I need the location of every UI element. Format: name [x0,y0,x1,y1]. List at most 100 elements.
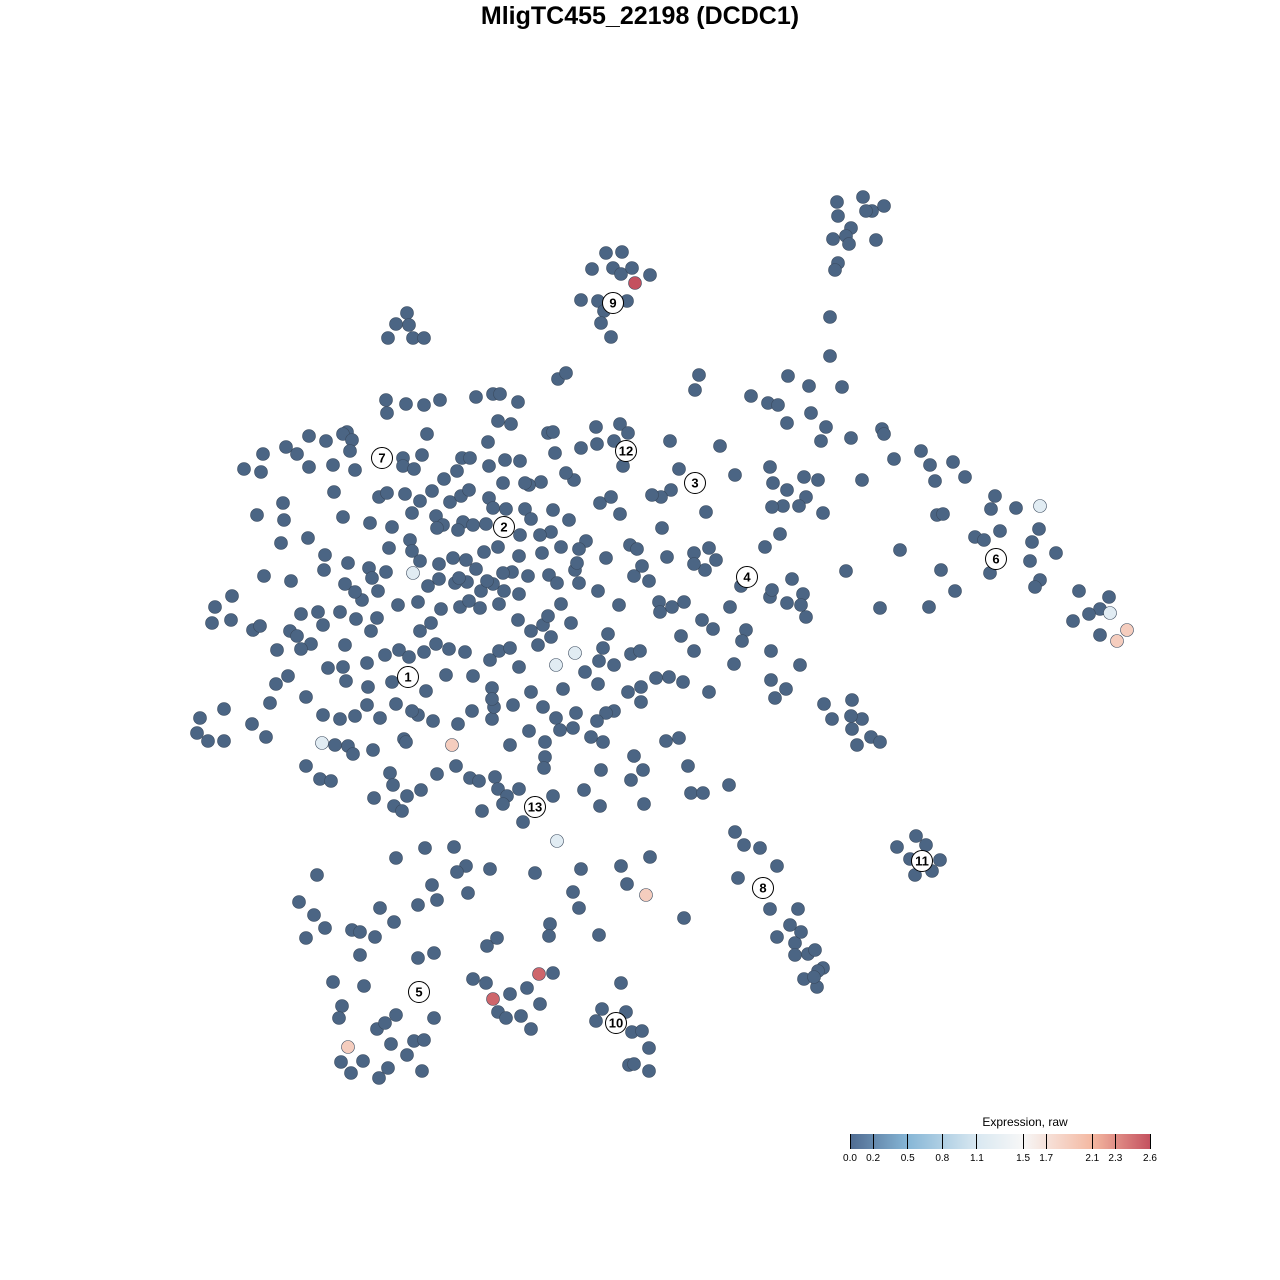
cluster-label-circle [371,447,393,469]
cluster-label-5: 5 [408,981,430,1003]
data-point [792,499,806,513]
data-point [356,1054,370,1068]
data-point [855,473,869,487]
data-point [506,698,520,712]
data-point [348,585,362,599]
data-point [430,521,444,535]
data-point [758,540,772,554]
data-point [566,721,580,735]
data-point [831,209,845,223]
data-point [429,637,443,651]
data-point [201,734,215,748]
data-point [442,642,456,656]
data-point [417,645,431,659]
data-point [844,431,858,445]
data-point [570,556,584,570]
data-point [190,726,204,740]
data-point [492,597,506,611]
data-point [550,576,564,590]
data-point [370,611,384,625]
data-point [237,462,251,476]
data-point [781,369,795,383]
data-point [524,1022,538,1036]
data-point [699,505,713,519]
data-point [433,393,447,407]
data-point [290,629,304,643]
data-point [856,190,870,204]
data-point [318,921,332,935]
data-point [333,605,347,619]
data-point [793,658,807,672]
data-point [1120,623,1134,637]
data-point [327,485,341,499]
data-point [380,406,394,420]
data-point [493,387,507,401]
cluster-label-text: 10 [609,1016,623,1031]
data-point [923,458,937,472]
data-point [614,267,628,281]
data-point [1025,535,1039,549]
data-point [498,453,512,467]
data-point [695,613,709,627]
data-point [413,554,427,568]
cluster-label-8: 8 [752,877,774,899]
data-point [399,397,413,411]
data-point [542,929,556,943]
legend-tick-label: 2.1 [1085,1153,1100,1164]
data-point [676,675,690,689]
data-point [533,997,547,1011]
data-point [993,524,1007,538]
cluster-label-3: 3 [684,472,706,494]
data-point [417,398,431,412]
data-point [677,911,691,925]
data-point [443,495,457,509]
data-point [512,549,526,563]
data-point [450,464,464,478]
data-point [360,698,374,712]
data-point [684,786,698,800]
data-point [217,702,231,716]
data-point [706,622,720,636]
data-point [389,697,403,711]
data-point [353,925,367,939]
data-point [411,951,425,965]
data-point [365,571,379,585]
data-point [415,1064,429,1078]
data-point [417,331,431,345]
data-point [877,199,891,213]
data-point [472,774,486,788]
data-point [554,597,568,611]
data-point [642,574,656,588]
data-point [413,624,427,638]
data-point [400,789,414,803]
data-point [427,946,441,960]
data-point [763,902,777,916]
data-point [361,680,375,694]
data-point [593,799,607,813]
data-point [373,901,387,915]
data-point [614,976,628,990]
data-point [307,908,321,922]
data-point [568,646,582,660]
data-point [627,1057,641,1071]
data-point [469,562,483,576]
data-point [208,600,222,614]
data-point [559,366,573,380]
data-point [674,629,688,643]
data-point [462,594,476,608]
data-point [384,1037,398,1051]
data-point [572,901,586,915]
data-point [825,712,839,726]
data-point [780,483,794,497]
data-point [531,638,545,652]
data-point [877,427,891,441]
data-point [1009,501,1023,515]
data-point [783,918,797,932]
data-point [1049,546,1063,560]
data-point [659,734,673,748]
cluster-label-text: 3 [691,476,698,491]
data-point [589,1014,603,1028]
data-point [590,437,604,451]
cluster-label-text: 4 [743,570,751,585]
legend-tick-mark [872,1134,874,1149]
